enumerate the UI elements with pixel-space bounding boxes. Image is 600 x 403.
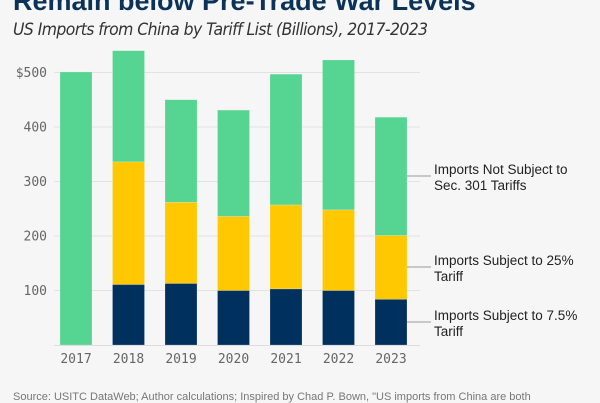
y-tick-label: 200 xyxy=(24,230,47,245)
bar-segment-2020-s2 xyxy=(217,109,250,217)
bar-segment-2018-s2 xyxy=(112,50,145,163)
bar-segment-2022-s1 xyxy=(322,209,355,291)
bar-segment-2019-s1 xyxy=(164,201,198,284)
x-tick-label: 2021 xyxy=(270,352,301,367)
bar-segment-2020-s0 xyxy=(217,290,250,346)
source-note: Source: USITC DataWeb; Author calculatio… xyxy=(13,391,531,403)
chart-subtitle: US Imports from China by Tariff List (Bi… xyxy=(13,20,428,40)
bar-segment-2020-s1 xyxy=(217,216,250,291)
legend-label: Tariff xyxy=(434,269,463,284)
bar-segment-2018-s0 xyxy=(112,284,145,346)
x-tick-label: 2019 xyxy=(165,352,196,367)
y-tick-label: 400 xyxy=(24,121,47,136)
bar-segment-2019-s0 xyxy=(164,283,198,346)
chart-title: Remain below Pre-Trade War Levels xyxy=(13,0,476,16)
legend-label: Sec. 301 Tariffs xyxy=(434,178,527,193)
x-tick-label: 2022 xyxy=(323,352,354,367)
bar-segment-2023-s2 xyxy=(374,116,408,236)
bar-segment-2021-s2 xyxy=(269,73,303,206)
bar-segment-2021-s0 xyxy=(269,288,303,346)
x-tick-label: 2018 xyxy=(113,352,144,367)
bar-segment-2021-s1 xyxy=(269,204,303,290)
bar-segment-2022-s2 xyxy=(322,59,355,211)
y-tick-label: $500 xyxy=(16,66,47,81)
x-tick-label: 2020 xyxy=(218,352,249,367)
legend-label: Imports Not Subject to xyxy=(434,162,568,177)
y-tick-label: 300 xyxy=(24,175,47,190)
legend-label: Imports Subject to 7.5% xyxy=(434,308,577,323)
bar-segment-2022-s0 xyxy=(322,290,355,346)
bar-segment-2017-s2 xyxy=(59,71,93,346)
bar-segment-2019-s2 xyxy=(164,99,198,203)
bar-segment-2023-s1 xyxy=(374,235,408,300)
bar-segment-2018-s1 xyxy=(112,161,145,285)
legend-label: Imports Subject to 25% xyxy=(434,253,574,268)
x-tick-label: 2023 xyxy=(375,352,406,367)
y-tick-label: 100 xyxy=(24,284,47,299)
bar-segment-2023-s0 xyxy=(374,298,408,346)
x-tick-label: 2017 xyxy=(60,352,91,367)
legend-label: Tariff xyxy=(434,324,463,339)
